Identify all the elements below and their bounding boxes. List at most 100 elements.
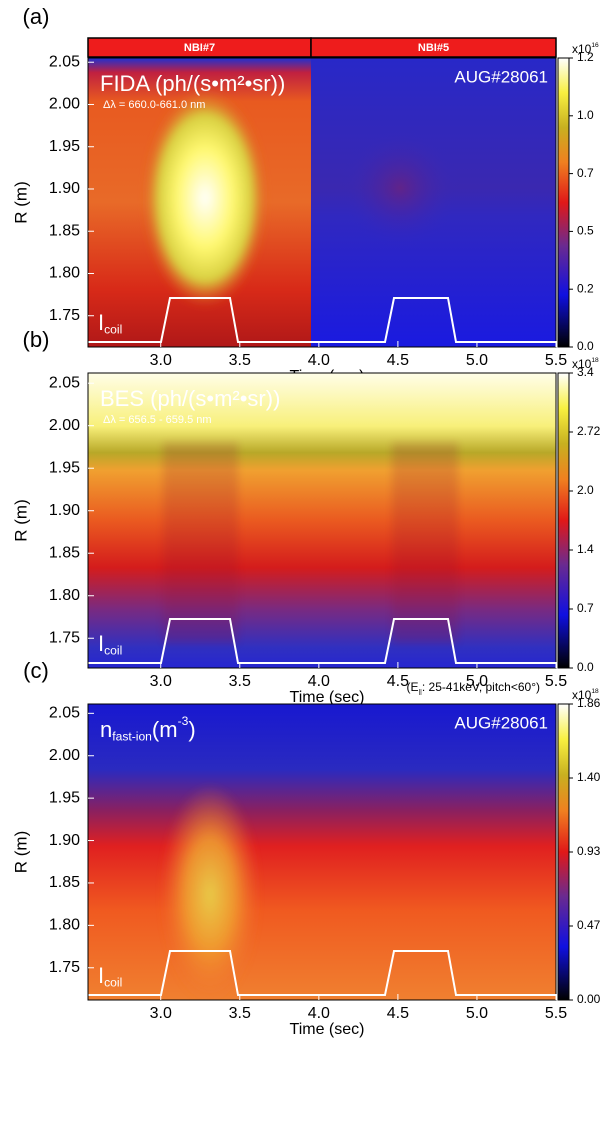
panel-title-part: n xyxy=(100,717,112,742)
x-tick-label: 5.0 xyxy=(466,1005,488,1022)
panel-label: (a) xyxy=(23,4,50,29)
x-tick-label: 3.0 xyxy=(150,1005,172,1022)
y-tick-label: 1.95 xyxy=(49,789,80,806)
colorbar-exponent-part: 18 xyxy=(591,357,599,364)
x-tick-label: 5.0 xyxy=(466,352,488,369)
trace-label: Icoil xyxy=(98,310,122,337)
y-tick-label: 1.90 xyxy=(49,832,80,849)
x-tick-label: 3.5 xyxy=(229,352,251,369)
x-tick-label: 5.5 xyxy=(545,673,567,690)
y-tick-label: 1.75 xyxy=(49,307,80,324)
panel-title-part: BES (ph/(s•m²•sr)) xyxy=(100,386,280,411)
y-tick-label: 1.75 xyxy=(49,959,80,976)
colorbar-exponent-part: x10 xyxy=(572,357,592,371)
colorbar-tick-label: 0.00 xyxy=(577,992,601,1006)
coil-trace xyxy=(88,618,556,664)
y-tick-label: 2.05 xyxy=(49,705,80,722)
colorbar xyxy=(557,372,570,669)
heatmap-feature xyxy=(143,88,267,308)
colorbar-tick-label: 0.7 xyxy=(577,601,594,615)
x-tick-label: 3.5 xyxy=(229,1005,251,1022)
colorbar-exponent-part: 18 xyxy=(591,688,599,695)
x-axis-title: Time (sec) xyxy=(290,689,365,706)
colorbar-exponent: x1018 xyxy=(572,357,599,371)
shot-label: AUG#28061 xyxy=(454,67,548,86)
y-tick-label: 1.85 xyxy=(49,544,80,561)
colorbar-tick-label: 0.47 xyxy=(577,918,601,932)
colorbar-tick-label: 2.72 xyxy=(577,424,601,438)
nbi-label: NBI#5 xyxy=(418,42,449,54)
y-tick-label: 1.75 xyxy=(49,629,80,646)
panel-title-part: ) xyxy=(188,717,195,742)
colorbar-exponent-part: x10 xyxy=(572,42,592,56)
trace-label-part: I xyxy=(98,631,104,656)
colorbar-exponent-part: 16 xyxy=(591,42,599,49)
y-axis-title: R (m) xyxy=(11,499,30,541)
y-tick-label: 1.80 xyxy=(49,265,80,282)
x-tick-label: 4.5 xyxy=(387,673,409,690)
y-tick-label: 1.95 xyxy=(49,459,80,476)
heatmap-feature xyxy=(340,128,460,248)
trace-label: Icoil xyxy=(98,963,122,990)
colorbar-tick-label: 1.0 xyxy=(577,108,594,122)
y-tick-label: 1.85 xyxy=(49,222,80,239)
panel-title: FIDA (ph/(s•m²•sr)) xyxy=(100,71,285,96)
panel-subtitle: Δλ = 656.5 - 659.5 nm xyxy=(103,414,212,426)
x-tick-label: 4.5 xyxy=(387,1005,409,1022)
x-tick-label: 5.0 xyxy=(466,673,488,690)
colorbar xyxy=(557,57,570,348)
plot-area xyxy=(88,58,556,347)
coil-trace xyxy=(88,297,556,343)
colorbar-tick-label: 0.5 xyxy=(577,224,594,238)
y-tick-label: 2.00 xyxy=(49,96,80,113)
colorbar-tick-label: 2.0 xyxy=(577,483,594,497)
panel-title: BES (ph/(s•m²•sr)) xyxy=(100,386,280,411)
trace-label-part: I xyxy=(98,963,104,988)
panel-title-part: -3 xyxy=(178,714,189,728)
panel-subtitle: Δλ = 660.0-661.0 nm xyxy=(103,99,205,111)
y-tick-label: 2.05 xyxy=(49,53,80,70)
x-tick-label: 3.5 xyxy=(229,673,251,690)
colorbar-tick-label: 0.0 xyxy=(577,339,594,353)
plot-area xyxy=(88,704,556,1000)
colorbar-tick-label: 0.7 xyxy=(577,166,594,180)
colorbar xyxy=(557,703,570,1001)
colorbar-tick-label: 1.4 xyxy=(577,542,594,556)
x-tick-label: 5.5 xyxy=(545,352,567,369)
colorbar-exponent: x1016 xyxy=(572,42,599,56)
colorbar-tick-label: 0.2 xyxy=(577,281,594,295)
y-tick-label: 2.00 xyxy=(49,747,80,764)
plot-area xyxy=(88,373,556,668)
heatmap-feature xyxy=(392,443,458,643)
x-tick-label: 4.5 xyxy=(387,352,409,369)
nbi-label: NBI#7 xyxy=(184,42,215,54)
x-tick-label: 5.5 xyxy=(545,1005,567,1022)
colorbar-tick-label: 3.4 xyxy=(577,365,594,379)
x-tick-label: 4.0 xyxy=(308,352,330,369)
energy-annotation-part: : 25-41keV, pitch<60°) xyxy=(422,680,540,694)
panel-label: (b) xyxy=(23,327,50,352)
y-axis-title: R (m) xyxy=(11,831,30,873)
y-tick-label: 1.80 xyxy=(49,587,80,604)
colorbar-tick-label: 1.86 xyxy=(577,696,601,710)
heatmap-feature xyxy=(163,443,238,643)
panel-label: (c) xyxy=(23,658,49,683)
x-axis-title: Time (sec) xyxy=(290,1021,365,1038)
y-axis-title: R (m) xyxy=(11,181,30,223)
y-tick-label: 1.95 xyxy=(49,138,80,155)
x-tick-label: 4.0 xyxy=(308,1005,330,1022)
trace-label-part: I xyxy=(98,310,104,335)
plot-frame xyxy=(87,57,557,348)
colorbar-exponent: x1018 xyxy=(572,688,599,702)
y-tick-label: 1.90 xyxy=(49,502,80,519)
energy-annotation-part: (E xyxy=(406,680,418,694)
plot-frame xyxy=(87,372,557,669)
trace-label-part: coil xyxy=(104,644,122,658)
energy-annotation-part: || xyxy=(418,688,422,695)
y-tick-label: 1.85 xyxy=(49,874,80,891)
colorbar-tick-label: 0.0 xyxy=(577,660,594,674)
y-tick-label: 1.90 xyxy=(49,180,80,197)
colorbar-tick-label: 0.93 xyxy=(577,844,601,858)
nbi-bar xyxy=(310,37,557,58)
